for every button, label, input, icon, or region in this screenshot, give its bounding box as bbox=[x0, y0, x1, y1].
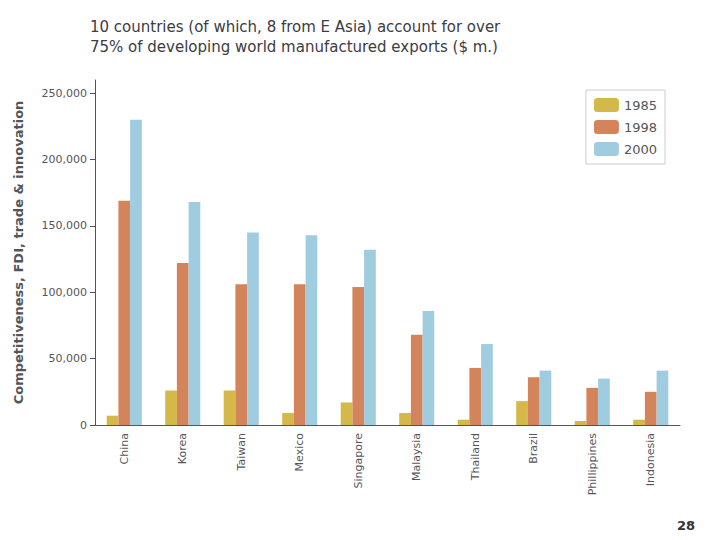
svg-text:Thailand: Thailand bbox=[469, 433, 482, 481]
svg-text:10 countries (of which, 8 from: 10 countries (of which, 8 from E Asia) a… bbox=[90, 18, 501, 36]
svg-text:Indonesia: Indonesia bbox=[644, 433, 657, 486]
svg-text:Taiwan: Taiwan bbox=[235, 433, 248, 471]
svg-text:75% of developing world manufa: 75% of developing world manufactured exp… bbox=[90, 38, 498, 56]
svg-text:250,000: 250,000 bbox=[42, 87, 88, 100]
svg-text:1985: 1985 bbox=[624, 98, 657, 113]
svg-text:Phillippines: Phillippines bbox=[586, 433, 599, 496]
svg-text:28: 28 bbox=[677, 518, 695, 533]
svg-text:1998: 1998 bbox=[624, 120, 657, 135]
svg-text:China: China bbox=[118, 433, 131, 464]
svg-text:0: 0 bbox=[80, 419, 87, 432]
svg-text:100,000: 100,000 bbox=[42, 286, 88, 299]
svg-text:Singapore: Singapore bbox=[352, 433, 365, 489]
svg-text:Korea: Korea bbox=[176, 433, 189, 464]
svg-text:Malaysia: Malaysia bbox=[410, 433, 423, 481]
svg-text:50,000: 50,000 bbox=[49, 352, 88, 365]
svg-text:Competitiveness, FDI, trade &: Competitiveness, FDI, trade & innovation bbox=[11, 101, 26, 405]
svg-text:2000: 2000 bbox=[624, 142, 657, 157]
svg-text:150,000: 150,000 bbox=[42, 219, 88, 232]
svg-text:200,000: 200,000 bbox=[42, 153, 88, 166]
svg-text:Mexico: Mexico bbox=[293, 433, 306, 472]
svg-text:Brazil: Brazil bbox=[527, 433, 540, 464]
